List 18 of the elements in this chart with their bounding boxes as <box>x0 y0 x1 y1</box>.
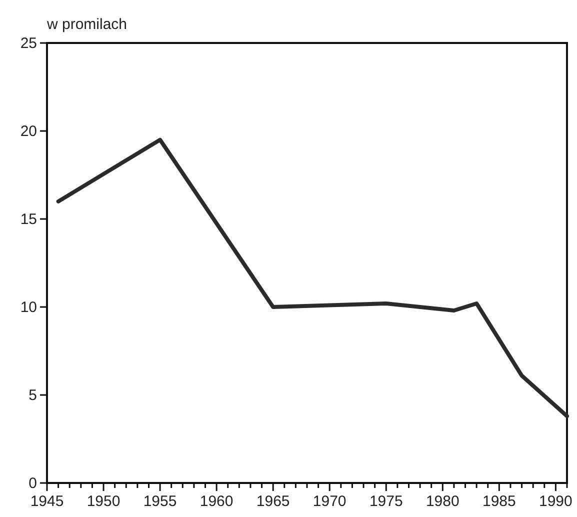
y-tick-label: 25 <box>20 35 37 52</box>
y-tick-label: 20 <box>20 123 37 140</box>
x-tick-label: 1960 <box>200 493 234 510</box>
y-tick-label: 0 <box>28 475 37 492</box>
line-series <box>56 138 569 418</box>
x-tick-label: 1945 <box>30 493 64 510</box>
y-tick-label: 5 <box>28 387 37 404</box>
y-tick-label: 15 <box>20 211 37 228</box>
x-tick-label: 1955 <box>143 493 177 510</box>
x-tick-label: 1950 <box>86 493 120 510</box>
x-tick-label: 1990 <box>539 493 572 510</box>
x-tick-label: 1980 <box>426 493 460 510</box>
x-tick-label: 1970 <box>312 493 346 510</box>
x-tick-label: 1985 <box>482 493 516 510</box>
x-tick-label: 1975 <box>369 493 403 510</box>
y-axis-title: w promilach <box>46 16 128 33</box>
y-tick-label: 10 <box>20 299 37 316</box>
x-tick-label: 1965 <box>256 493 290 510</box>
